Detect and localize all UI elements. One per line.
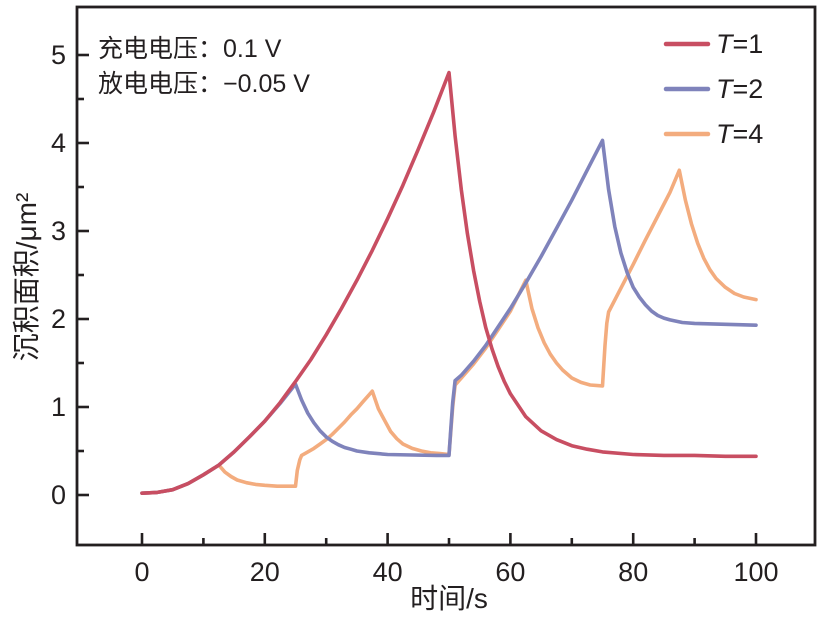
legend-label-t1: T=1 [716,29,763,59]
y-tick-label: 4 [51,128,66,158]
y-tick-label: 0 [51,480,66,510]
y-tick-label: 3 [51,216,66,246]
legend: T=1 T=2 T=4 [663,29,763,149]
y-tick-label: 2 [51,304,66,334]
series-lines [140,70,758,495]
x-axis-title: 时间/s [410,583,488,614]
legend-label-t4: T=4 [716,119,763,149]
x-tick-label: 60 [495,557,525,587]
x-tick-label: 0 [134,557,149,587]
annotation-discharge-voltage: 放电电压：−0.05 V [98,70,310,98]
x-tick-label: 40 [373,557,403,587]
x-tick-label: 20 [250,557,280,587]
series-line-t1 [140,70,758,495]
legend-label-t2: T=2 [716,74,763,104]
y-axis-title: 沉积面积/μm² [11,193,42,362]
x-tick-label: 80 [618,557,648,587]
axis-ticks [77,53,758,545]
axis-tick-labels: 0 20 40 60 80 100 0 1 2 3 4 5 [51,40,779,587]
y-tick-label: 1 [51,392,66,422]
series-line-t2 [140,138,758,495]
x-tick-label: 100 [733,557,778,587]
y-tick-label: 5 [51,40,66,70]
annotation-charge-voltage: 充电电压：0.1 V [98,35,282,63]
